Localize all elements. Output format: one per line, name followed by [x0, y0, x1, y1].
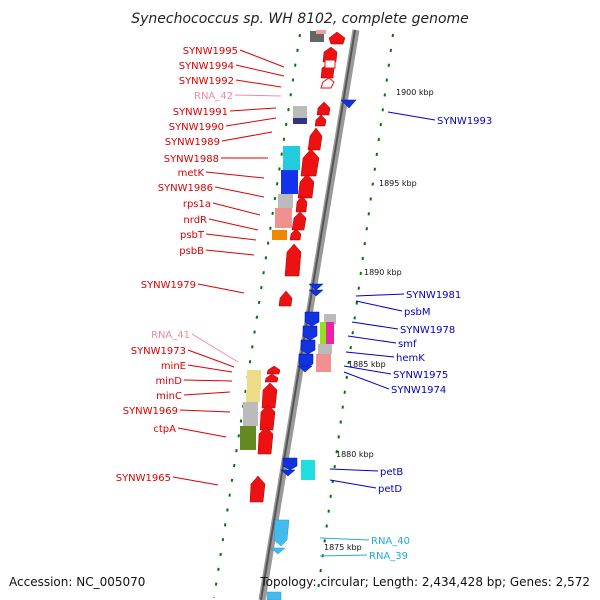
gene-label[interactable]: SYNW1973	[131, 346, 186, 357]
gene-label[interactable]: petD	[378, 484, 402, 495]
gene-label[interactable]: SYNW1995	[183, 46, 238, 57]
gene-block	[240, 426, 256, 450]
gene-label[interactable]: SYNW1981	[406, 290, 461, 301]
kbp-tick-label: 1895 kbp	[379, 179, 417, 188]
gene-block	[310, 31, 324, 42]
right-leader-lines	[329, 111, 436, 489]
gene-label[interactable]: SYNW1975	[393, 370, 448, 381]
gene-label[interactable]: nrdR	[183, 215, 207, 226]
gene-label[interactable]: rps1a	[183, 199, 211, 210]
rna-genes[interactable]	[266, 519, 290, 600]
forward-genes[interactable]	[249, 31, 346, 503]
gene-block	[275, 208, 292, 228]
gene-block	[243, 402, 258, 426]
gene-block	[301, 460, 315, 480]
gene-label[interactable]: SYNW1992	[179, 76, 234, 87]
gene-label[interactable]: minE	[161, 361, 186, 372]
gene-block	[293, 118, 307, 124]
gene-label[interactable]: psbB	[179, 246, 204, 257]
gene-block	[272, 230, 287, 240]
gene-block	[324, 59, 336, 69]
gene-label[interactable]: psbT	[180, 230, 205, 241]
gene-label[interactable]: minC	[156, 391, 182, 402]
gene-label[interactable]: SYNW1969	[123, 406, 178, 417]
gene-label[interactable]: SYNW1986	[158, 183, 213, 194]
gene-label[interactable]: SYNW1989	[165, 137, 220, 148]
gene-label[interactable]: smf	[398, 339, 417, 350]
topology-text: Topology: circular; Length: 2,434,428 bp…	[259, 575, 590, 589]
gene-block	[326, 322, 334, 344]
gene-label[interactable]: SYNW1965	[116, 473, 171, 484]
gene-block	[320, 322, 327, 344]
kbp-tick-label: 1880 kbp	[336, 450, 374, 459]
gene-label[interactable]: SYNW1990	[169, 122, 224, 133]
rna-label[interactable]: RNA_42	[194, 91, 233, 102]
gene-label[interactable]: SYNW1979	[141, 280, 196, 291]
gene-block	[247, 370, 261, 390]
gene-label[interactable]: psbM	[404, 307, 431, 318]
gene-label[interactable]: SYNW1994	[179, 61, 234, 72]
rna-leader-lines-left	[191, 94, 282, 363]
left-gene-labels: SYNW1995 SYNW1994 SYNW1992 RNA_42 SYNW19…	[116, 46, 238, 484]
gene-label[interactable]: SYNW1993	[437, 116, 492, 127]
gene-block	[293, 106, 307, 118]
right-gene-labels: SYNW1993 SYNW1981 psbM SYNW1978 smf hemK…	[369, 116, 492, 562]
rna-label[interactable]: RNA_39	[369, 551, 408, 562]
gene-block	[278, 194, 293, 208]
reverse-genes[interactable]	[280, 99, 357, 477]
gene-block	[316, 354, 331, 372]
kbp-tick-label: 1885 kbp	[348, 360, 386, 369]
rna-label[interactable]: RNA_41	[151, 330, 190, 341]
gene-label[interactable]: SYNW1974	[391, 385, 446, 396]
rna-leader-lines-right	[319, 537, 370, 557]
gene-label[interactable]: SYNW1978	[400, 325, 455, 336]
gene-block	[324, 314, 336, 324]
left-leader-lines	[172, 49, 285, 486]
gene-label[interactable]: SYNW1988	[164, 154, 219, 165]
gene-block	[246, 390, 260, 402]
inner-dotted-track	[213, 33, 301, 599]
gene-block	[318, 344, 332, 354]
gene-label[interactable]: ctpA	[153, 424, 176, 435]
kbp-tick-label: 1875 kbp	[324, 543, 362, 552]
rna-label[interactable]: RNA_40	[371, 536, 410, 547]
gene-label[interactable]: hemK	[396, 353, 425, 364]
kbp-tick-label: 1890 kbp	[364, 268, 402, 277]
kbp-tick-label: 1900 kbp	[396, 88, 434, 97]
gene-block	[320, 77, 335, 89]
gene-block	[283, 146, 300, 170]
accession-text: Accession: NC_005070	[9, 575, 145, 589]
gene-label[interactable]: SYNW1991	[173, 107, 228, 118]
gene-label[interactable]: petB	[380, 467, 403, 478]
gene-block	[281, 170, 298, 194]
map-title: Synechococcus sp. WH 8102, complete geno…	[131, 11, 469, 27]
gene-label[interactable]: minD	[155, 376, 182, 387]
gene-block	[316, 30, 326, 34]
gene-label[interactable]: metK	[178, 168, 205, 179]
